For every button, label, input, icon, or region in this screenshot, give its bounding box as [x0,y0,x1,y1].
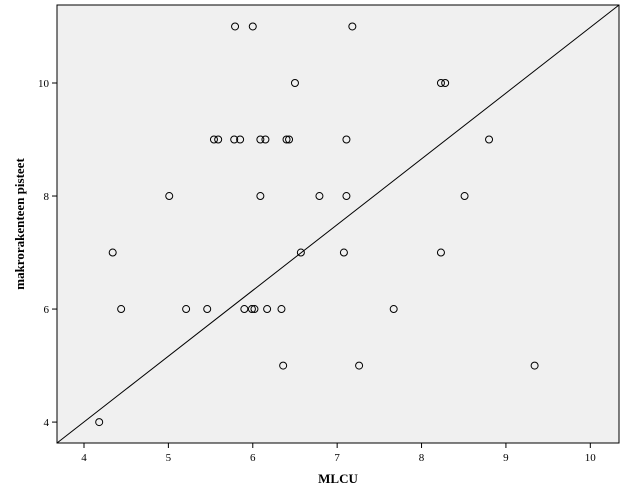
point [342,135,351,144]
point [436,78,445,87]
point [165,192,174,201]
point [436,248,445,257]
point [108,248,117,257]
point [240,305,249,314]
point [339,248,348,257]
point [256,192,265,201]
point [315,192,324,201]
y-tick-label: 6 [44,304,50,316]
point [203,305,212,314]
point [485,135,494,144]
point [248,22,257,31]
point [230,135,239,144]
point [460,192,469,201]
point [279,361,288,370]
y-tick-label: 4 [44,417,50,429]
point [214,135,223,144]
point [277,305,286,314]
point [282,135,291,144]
point [355,361,364,370]
point [348,22,357,31]
point [342,192,351,201]
point [95,418,104,427]
point [389,305,398,314]
point [441,78,450,87]
y-tick-label: 8 [44,191,50,203]
point [247,305,256,314]
point [236,135,245,144]
point [256,135,265,144]
x-tick-label: 7 [334,452,340,464]
y-tick-label: 10 [38,78,50,90]
x-tick-label: 10 [585,452,597,464]
x-tick-label: 5 [166,452,172,464]
point [209,135,218,144]
point [117,305,126,314]
x-axis-title: MLCU [318,471,358,486]
y-axis-title: makrorakenteen pisteet [12,158,27,290]
point [231,22,240,31]
point [261,135,270,144]
point [250,305,259,314]
point [290,78,299,87]
point [530,361,539,370]
x-tick-label: 4 [81,452,87,464]
point [285,135,294,144]
x-tick-label: 9 [503,452,509,464]
x-tick-label: 6 [250,452,256,464]
x-tick-label: 8 [419,452,425,464]
point [296,248,305,257]
point [182,305,191,314]
reference-line [56,4,620,444]
point [263,305,272,314]
